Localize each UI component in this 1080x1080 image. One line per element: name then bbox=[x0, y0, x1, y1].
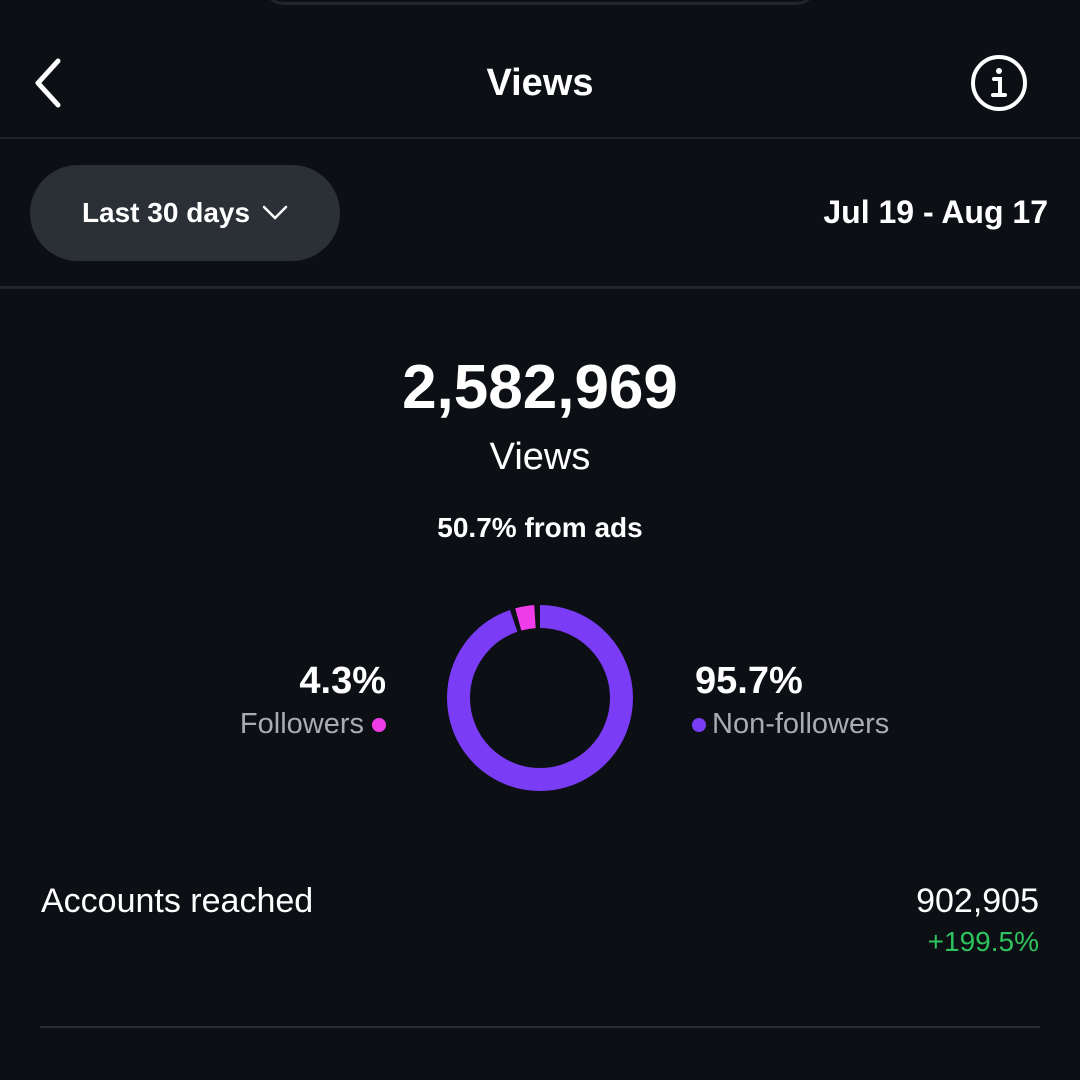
followers-legend: Followers bbox=[240, 708, 386, 741]
non-followers-legend: Non-followers bbox=[692, 708, 889, 741]
device-notch bbox=[260, 0, 820, 5]
views-donut-chart bbox=[447, 605, 633, 791]
divider bbox=[0, 137, 1080, 139]
page-title: Views bbox=[486, 62, 594, 104]
ads-share: 50.7% from ads bbox=[437, 512, 643, 543]
date-range-dropdown[interactable]: Last 30 days bbox=[30, 165, 340, 261]
info-button[interactable] bbox=[970, 54, 1028, 112]
non-followers-label: Non-followers bbox=[712, 708, 890, 740]
followers-dot-icon bbox=[372, 717, 386, 732]
accounts-reached-change: +199.5% bbox=[927, 926, 1039, 957]
accounts-reached-value: 902,905 bbox=[916, 882, 1039, 920]
info-icon bbox=[971, 55, 1027, 111]
chevron-down-icon bbox=[262, 205, 288, 220]
non-followers-dot-icon bbox=[692, 717, 706, 732]
accounts-reached-label: Accounts reached bbox=[41, 882, 314, 920]
followers-label: Followers bbox=[239, 708, 364, 740]
donut-segment-non-followers bbox=[447, 605, 633, 791]
total-views-label: Views bbox=[489, 436, 591, 478]
donut-segment-followers bbox=[447, 605, 633, 791]
date-range-text: Jul 19 - Aug 17 bbox=[823, 194, 1048, 230]
non-followers-percent: 95.7% bbox=[695, 660, 803, 702]
back-button[interactable] bbox=[30, 55, 70, 111]
followers-percent: 4.3% bbox=[299, 660, 386, 702]
divider bbox=[0, 286, 1080, 289]
date-range-label: Last 30 days bbox=[81, 197, 251, 228]
total-views: 2,582,969 bbox=[402, 353, 678, 422]
chevron-left-icon bbox=[35, 58, 61, 108]
divider bbox=[40, 1026, 1040, 1028]
